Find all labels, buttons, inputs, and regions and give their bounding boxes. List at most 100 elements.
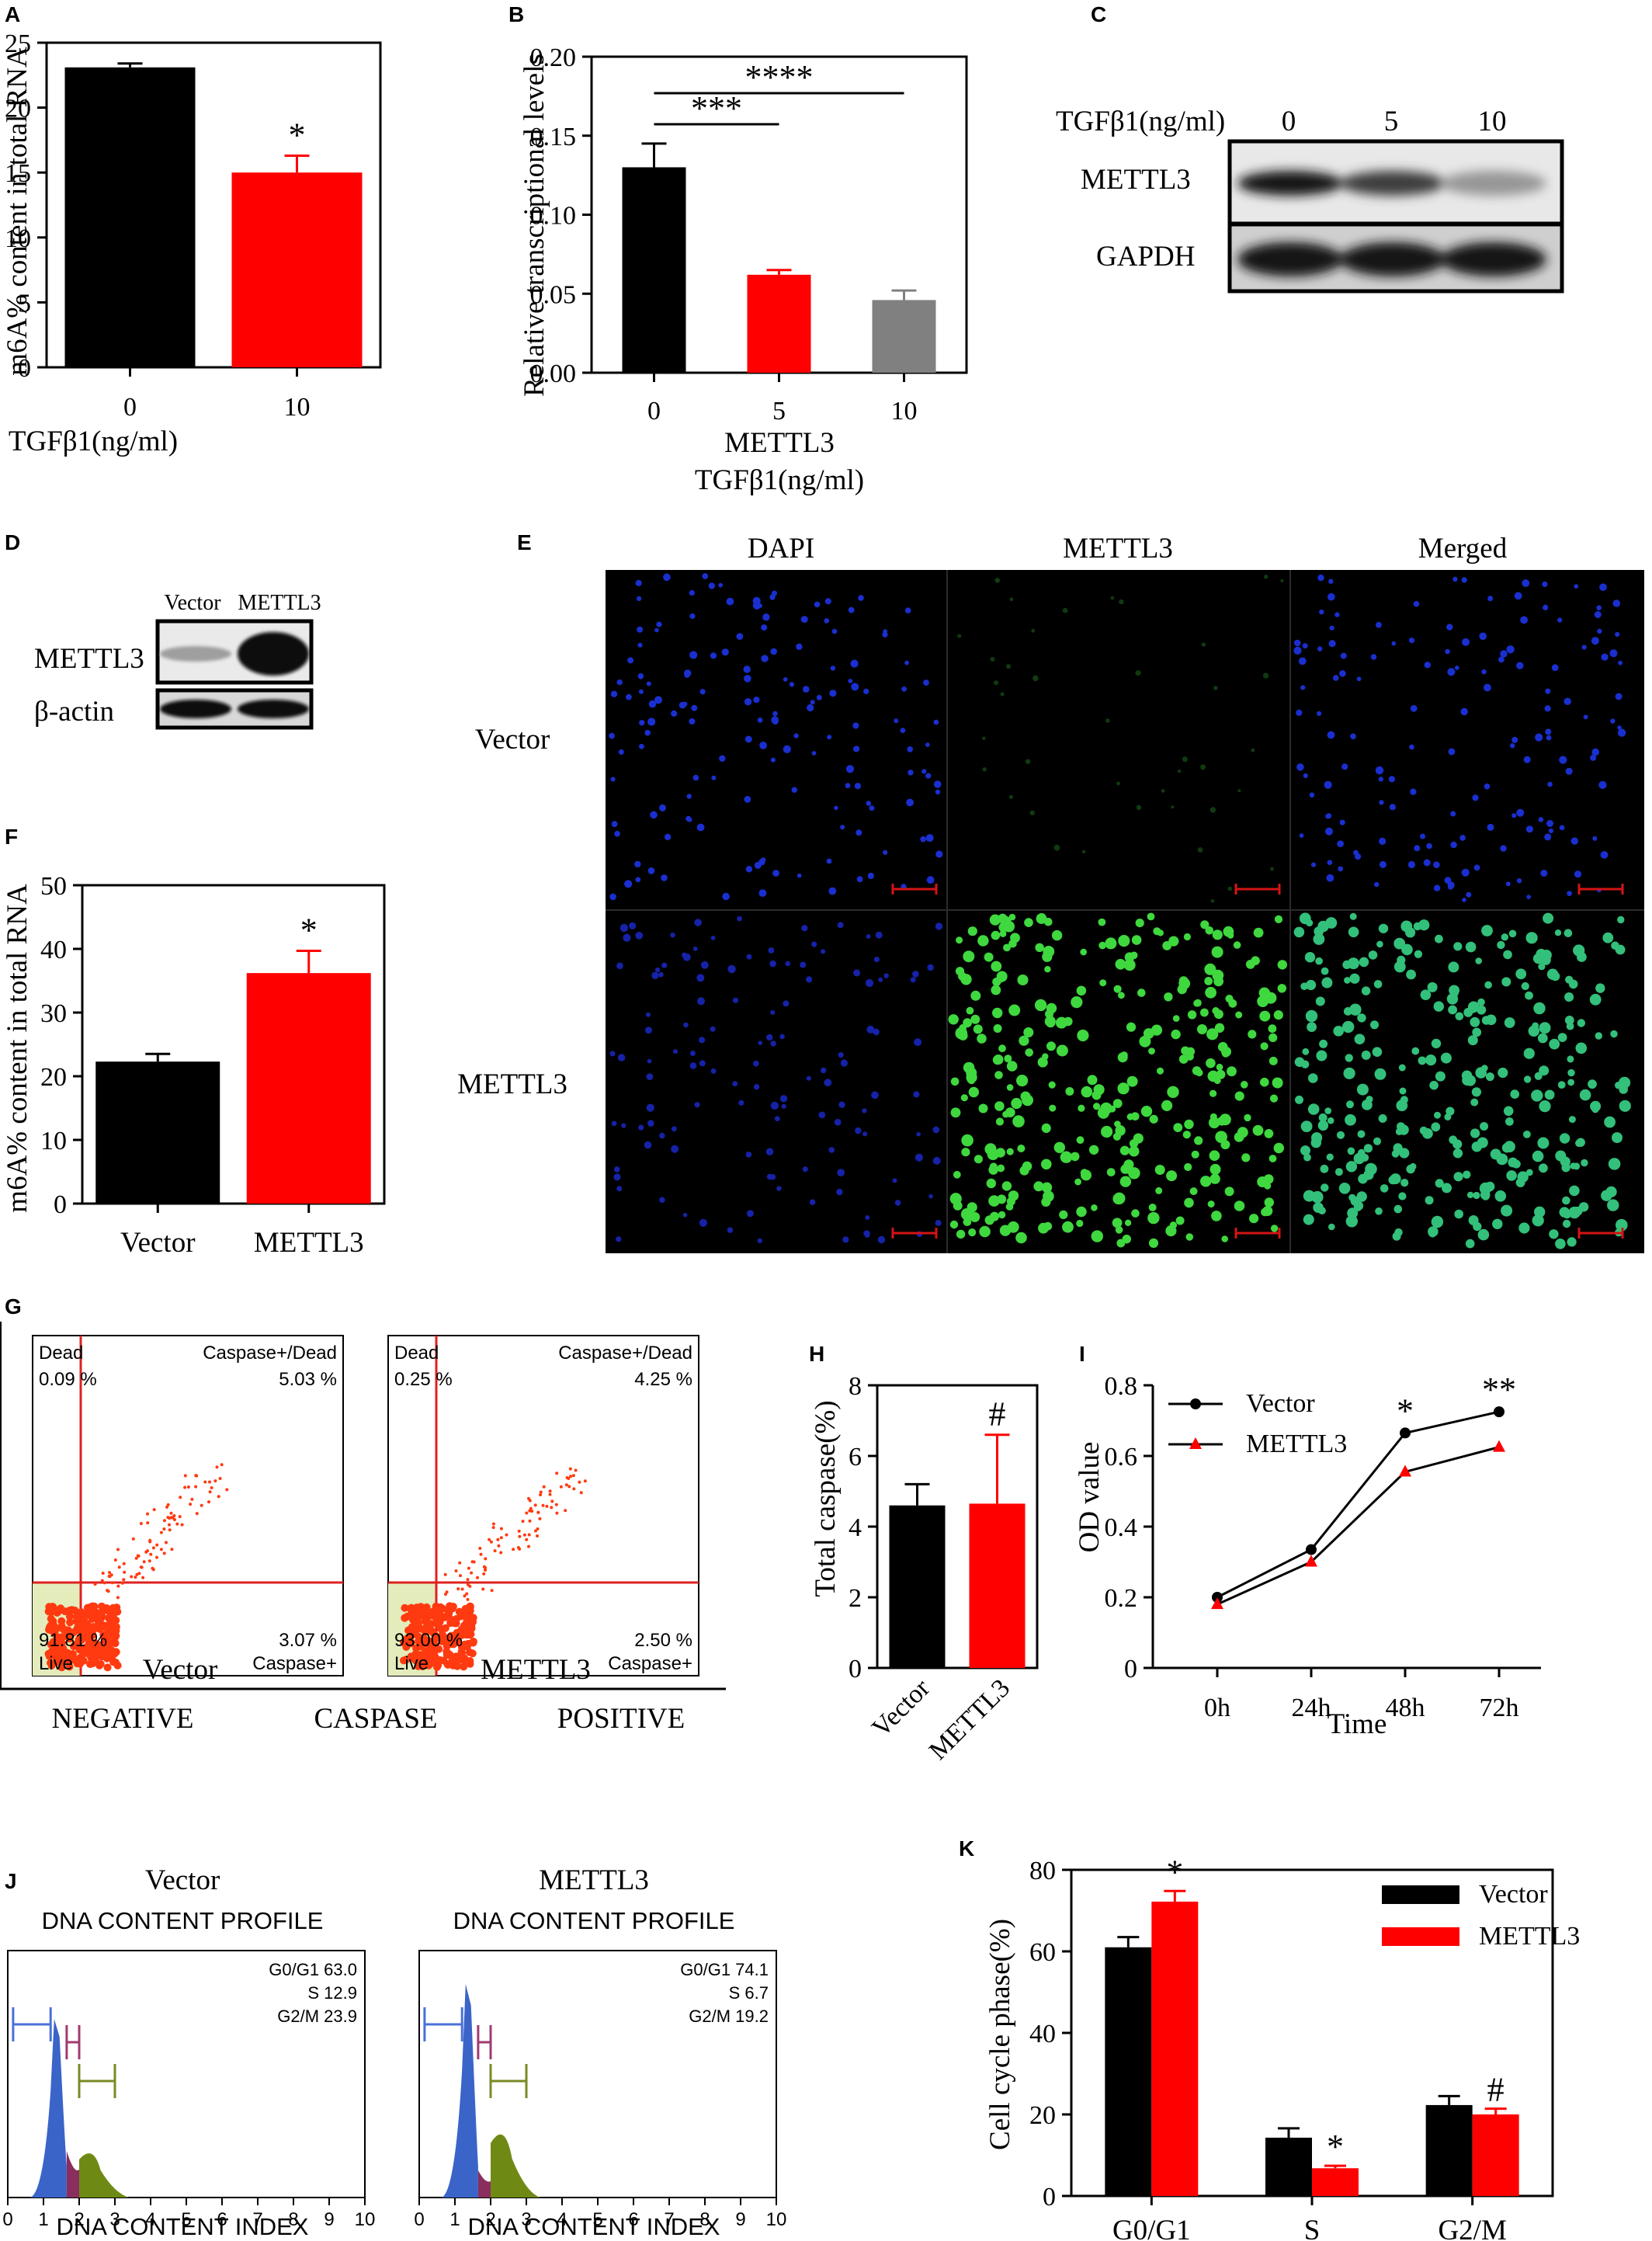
cell-nucleus <box>1329 625 1334 631</box>
legend-swatch <box>1382 1885 1459 1904</box>
g0g1-peak <box>29 2019 67 2198</box>
blot-band <box>1237 171 1343 196</box>
cell-nucleus <box>1324 1107 1331 1114</box>
cell-nucleus <box>973 1024 983 1034</box>
cell-nucleus <box>982 736 986 740</box>
micrograph-grid <box>606 570 1644 1253</box>
event-dot <box>401 1603 409 1612</box>
cell-nucleus <box>866 934 871 939</box>
cell-nucleus <box>990 657 995 662</box>
event-dot <box>466 1631 474 1639</box>
cell-nucleus <box>682 953 691 961</box>
cell-nucleus <box>1477 1228 1490 1241</box>
event-dot <box>130 1575 134 1579</box>
cell-nucleus <box>1462 638 1470 646</box>
cell-nucleus <box>970 1211 980 1222</box>
cell-nucleus <box>629 922 637 929</box>
event-dot <box>142 1560 146 1564</box>
cell-nucleus <box>1046 1018 1056 1028</box>
event-dot <box>538 1517 542 1520</box>
cell-nucleus <box>1346 1100 1354 1109</box>
event-dot <box>168 1528 172 1532</box>
cell-nucleus <box>1031 628 1036 633</box>
cell-nucleus <box>1616 1218 1628 1232</box>
cell-nucleus <box>737 916 742 922</box>
cell-nucleus <box>892 1178 897 1183</box>
event-dot <box>162 1551 166 1555</box>
cell-nucleus <box>718 582 724 588</box>
event-dot <box>168 1523 171 1527</box>
event-dot <box>517 1529 521 1533</box>
y-tick-label: 0 <box>849 1655 862 1683</box>
cell-nucleus <box>1338 1183 1351 1194</box>
cell-nucleus <box>1200 920 1210 929</box>
cell-nucleus <box>1344 977 1351 984</box>
cell-nucleus <box>1010 933 1020 943</box>
g2m-peak <box>491 2134 541 2198</box>
cell-nucleus <box>1182 1131 1191 1139</box>
cell-nucleus <box>1260 1077 1269 1087</box>
cell-nucleus <box>1303 1153 1311 1162</box>
cell-nucleus <box>1295 1095 1303 1104</box>
cell-nucleus <box>1106 1168 1116 1176</box>
cell-nucleus <box>1016 1075 1029 1087</box>
cell-nucleus <box>1161 789 1165 793</box>
cell-nucleus <box>1234 1091 1244 1101</box>
event-dot <box>69 1628 78 1637</box>
y-tick-label: 10 <box>5 224 31 253</box>
event-dot <box>458 1649 467 1657</box>
cell-nucleus <box>984 1215 994 1225</box>
significance-bracket: **** <box>745 58 814 96</box>
cell-nucleus <box>1178 1054 1189 1064</box>
cell-nucleus <box>1544 1089 1555 1100</box>
cell-nucleus <box>984 1143 997 1155</box>
cell-nucleus <box>671 1126 677 1132</box>
cell-nucleus <box>1445 648 1450 655</box>
cell-nucleus <box>658 971 664 978</box>
cell-nucleus <box>991 961 1002 972</box>
cell-nucleus <box>1500 650 1508 658</box>
cell-nucleus <box>1076 985 1087 996</box>
cell-nucleus <box>1564 697 1571 705</box>
quadrant-value: 5.03 % <box>279 1369 337 1390</box>
cell-nucleus <box>1539 1022 1551 1034</box>
panel-letter-g: G <box>5 1294 22 1319</box>
cell-nucleus <box>1446 624 1453 631</box>
cell-nucleus <box>636 596 642 602</box>
cell-nucleus <box>1448 884 1454 890</box>
cell-nucleus <box>689 613 696 620</box>
cell-nucleus <box>1303 1214 1314 1225</box>
lane-label: 5 <box>1384 106 1399 137</box>
cell-nucleus <box>1570 837 1579 845</box>
cell-nucleus <box>1099 979 1107 987</box>
cell-nucleus <box>1477 998 1485 1006</box>
event-dot <box>429 1612 438 1620</box>
event-dot <box>564 1509 567 1513</box>
cell-nucleus <box>646 1012 651 1017</box>
cell-nucleus <box>1126 1075 1138 1087</box>
event-dot <box>166 1503 170 1506</box>
cell-nucleus <box>1347 1147 1355 1155</box>
cell-nucleus <box>1599 583 1607 591</box>
plot-frame <box>81 884 386 1205</box>
event-dot <box>47 1659 54 1667</box>
cell-nucleus <box>1348 1193 1356 1201</box>
cell-nucleus <box>624 880 633 888</box>
event-dot <box>215 1465 219 1469</box>
panel-j: J Vector DNA CONTENT PROFILE G0/G1 63.0 S 1… <box>2 1864 786 2240</box>
event-dot <box>493 1549 497 1553</box>
cell-nucleus <box>1543 912 1554 924</box>
cell-nucleus <box>1401 943 1413 956</box>
cell-nucleus <box>1300 685 1306 690</box>
event-dot <box>545 1504 549 1508</box>
cell-nucleus <box>757 1238 762 1244</box>
cell-nucleus <box>1605 1186 1617 1197</box>
cell-nucleus <box>1113 985 1122 993</box>
cell-nucleus <box>1515 968 1527 980</box>
cell-nucleus <box>1293 639 1301 647</box>
cell-nucleus <box>769 594 776 600</box>
blot-row-label: β-actin <box>34 696 114 728</box>
cell-nucleus <box>621 1123 626 1128</box>
cell-nucleus <box>768 947 775 954</box>
